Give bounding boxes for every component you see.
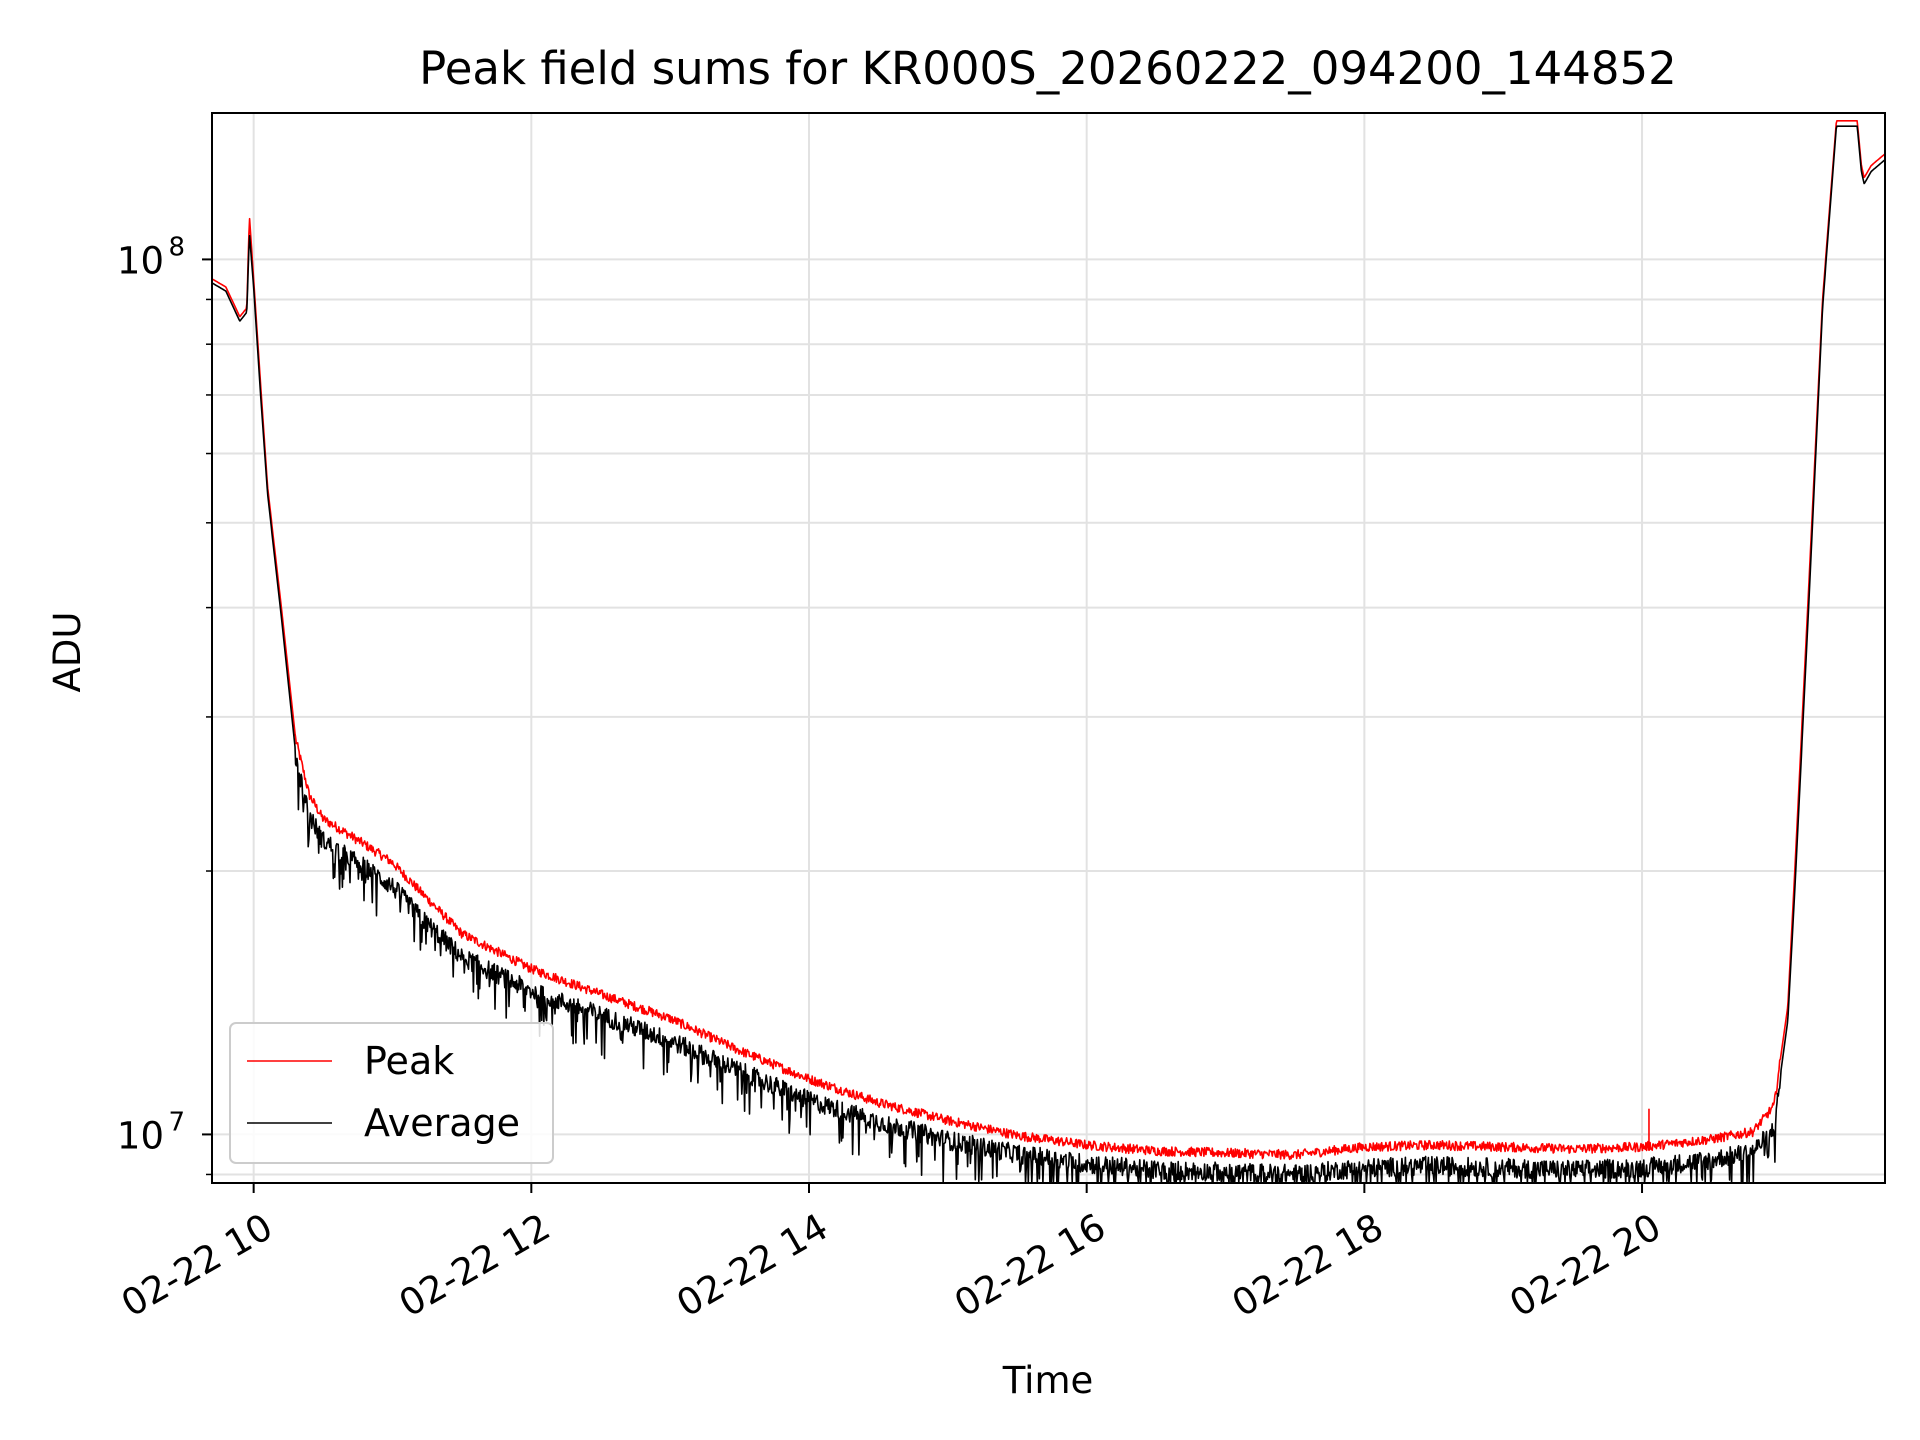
series-line-average bbox=[211, 125, 1886, 1184]
legend-frame bbox=[229, 1022, 554, 1164]
legend-label-peak: Peak bbox=[364, 1039, 454, 1083]
axes-frame bbox=[211, 112, 1886, 1184]
legend: Peak Average bbox=[229, 1022, 554, 1164]
y-tick-label: 10 bbox=[117, 1114, 164, 1157]
series-line-peak bbox=[211, 120, 1886, 1161]
chart-title: Peak field sums for KR000S_20260222_0942… bbox=[419, 42, 1677, 95]
y-tick-label-exponent: 8 bbox=[168, 232, 185, 262]
x-axis-label: Time bbox=[1002, 1359, 1094, 1402]
y-axis-label: ADU bbox=[46, 612, 89, 693]
legend-label-average: Average bbox=[364, 1101, 520, 1145]
y-tick-label-exponent: 7 bbox=[168, 1107, 185, 1137]
y-tick-label: 10 bbox=[117, 239, 164, 282]
